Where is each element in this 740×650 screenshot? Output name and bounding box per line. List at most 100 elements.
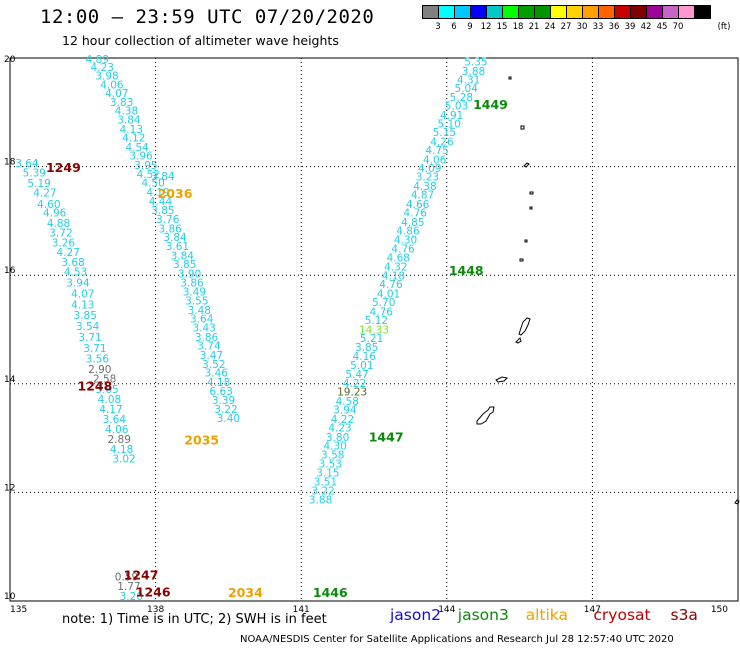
- wave-height-value: 4.06: [100, 79, 124, 91]
- wave-height-value: 3.86: [180, 278, 204, 290]
- wave-height-value: 3.20: [120, 591, 143, 603]
- wave-height-value: 4.75: [425, 145, 448, 157]
- wave-height-value: 4.07: [71, 288, 94, 300]
- wave-height-value: 3.85: [74, 310, 97, 322]
- wave-height-value: 3.15: [316, 468, 339, 480]
- color-scale-label: 27: [560, 22, 572, 32]
- wave-height-value: 4.07: [105, 88, 128, 100]
- wave-height-value: 3.64: [190, 313, 214, 325]
- island-saipan: [518, 317, 531, 336]
- wave-height-value: 4.76: [404, 208, 428, 220]
- wave-height-value: 3.56: [86, 354, 110, 366]
- wave-height-value: 4.06: [105, 424, 129, 436]
- wave-height-value: 6.63: [209, 386, 232, 398]
- wave-height-value: 3.55: [185, 296, 208, 308]
- wave-height-value: 3.48: [188, 305, 211, 317]
- longitude-tick-label: 144: [438, 605, 455, 615]
- wave-height-value: 5.15: [433, 127, 456, 139]
- wave-height-value: 4.76: [379, 279, 403, 291]
- wave-height-value: 5.04: [455, 83, 479, 95]
- page-title: 12:00 – 23:59 UTC 07/20/2020: [40, 6, 375, 28]
- wave-height-value: 3.84: [163, 232, 187, 244]
- island-anatahan: [519, 258, 524, 262]
- wave-height-value: 4.66: [406, 199, 430, 211]
- wave-height-value: 5.19: [27, 178, 50, 190]
- pass-time-label: 2034: [228, 585, 263, 600]
- wave-height-value: 4.27: [57, 247, 80, 259]
- wave-height-value: 3.88: [309, 494, 332, 506]
- wave-height-value: 4.88: [47, 218, 70, 230]
- wave-height-value: 4.44: [149, 196, 173, 208]
- wave-height-value: 3.68: [61, 257, 84, 269]
- latitude-tick-label: 10: [4, 592, 16, 602]
- pass-time-label: 1449: [473, 97, 508, 112]
- wave-height-value: 3.51: [314, 476, 337, 488]
- island-alamagan: [529, 191, 534, 195]
- wave-height-value: 2.58: [93, 374, 116, 386]
- pass-time-label: 1249: [46, 160, 81, 175]
- wave-height-value: 5.21: [360, 333, 383, 345]
- wave-height-value: 4.53: [64, 267, 87, 279]
- color-scale-label: 3: [435, 22, 441, 32]
- satellite-legend-item: altika: [525, 606, 568, 624]
- wave-height-value: 3.86: [158, 223, 182, 235]
- wave-height-value: 3.26: [52, 237, 76, 249]
- wave-height-value: 3.64: [15, 158, 39, 170]
- color-scale-label: 9: [467, 22, 473, 32]
- color-scale-label: 33: [592, 22, 604, 32]
- wave-height-value: 4.50: [141, 178, 164, 190]
- island-uracas: [508, 76, 512, 80]
- wave-height-value: 2.90: [88, 364, 111, 376]
- wave-height-value: 5.35: [464, 57, 487, 69]
- color-scale-label: 12: [480, 22, 492, 32]
- wave-height-value: 4.30: [323, 441, 346, 453]
- wave-height-value: 4.30: [394, 235, 417, 247]
- longitude-tick-label: 141: [293, 605, 310, 615]
- longitude-tick-label: 138: [147, 605, 164, 615]
- wave-height-value: 3.53: [319, 458, 342, 470]
- wave-height-value: 4.22: [331, 414, 354, 426]
- longitude-tick-label: 147: [584, 605, 601, 615]
- wave-height-value: 3.90: [178, 268, 201, 280]
- wave-height-value: 3.84: [171, 250, 195, 262]
- color-scale-label: 36: [608, 22, 620, 32]
- wave-height-value: 3.47: [200, 350, 223, 362]
- wave-height-value: 3.22: [214, 404, 237, 416]
- wave-height-value: 3.58: [321, 450, 344, 462]
- footer-note: note: 1) Time is in UTC; 2) SWH is in fe…: [62, 612, 327, 627]
- wave-height-value: 5.10: [438, 119, 461, 131]
- wave-height-value: 4.38: [115, 105, 138, 117]
- island-agrihan: [520, 125, 525, 130]
- wave-height-value: 4.32: [384, 261, 407, 273]
- wave-height-value: 4.31: [457, 75, 480, 87]
- pass-time-label: 2035: [184, 433, 219, 448]
- credit-line: NOAA/NESDIS Center for Satellite Applica…: [240, 634, 674, 645]
- color-scale-label: 21: [528, 22, 540, 32]
- wave-height-value: 4.22: [343, 378, 366, 390]
- wave-height-value: 4.19: [146, 187, 169, 199]
- color-scale-label: 15: [496, 22, 508, 32]
- wave-height-value: 4.18: [110, 444, 133, 456]
- pass-time-label: 2036: [158, 186, 193, 201]
- wave-height-value: 5.03: [445, 101, 468, 113]
- wave-height-value: 4.76: [370, 306, 394, 318]
- wave-height-value: 4.68: [387, 253, 410, 265]
- wave-height-value: 4.18: [207, 377, 230, 389]
- wave-height-value: 5.28: [450, 92, 473, 104]
- island-guguan: [529, 206, 533, 210]
- color-scale-label: 24: [544, 22, 556, 32]
- wave-height-value: 3.40: [217, 413, 240, 425]
- wave-height-value: 5.01: [350, 360, 373, 372]
- wave-height-value: 3.83: [110, 97, 133, 109]
- satellite-legend-item: cryosat: [593, 606, 651, 624]
- wave-height-value: 4.54: [125, 142, 149, 154]
- wave-height-value: 3.39: [212, 395, 235, 407]
- wave-height-value: 3.64: [103, 414, 127, 426]
- island-rota: [495, 376, 509, 383]
- wave-height-value: 0.59: [115, 571, 138, 583]
- wave-height-value: 3.54: [76, 321, 100, 333]
- wave-height-points: 3.645.395.194.274.604.964.883.723.264.27…: [15, 54, 487, 603]
- wave-height-value: 4.85: [401, 217, 424, 229]
- wave-height-value: 3.76: [156, 214, 180, 226]
